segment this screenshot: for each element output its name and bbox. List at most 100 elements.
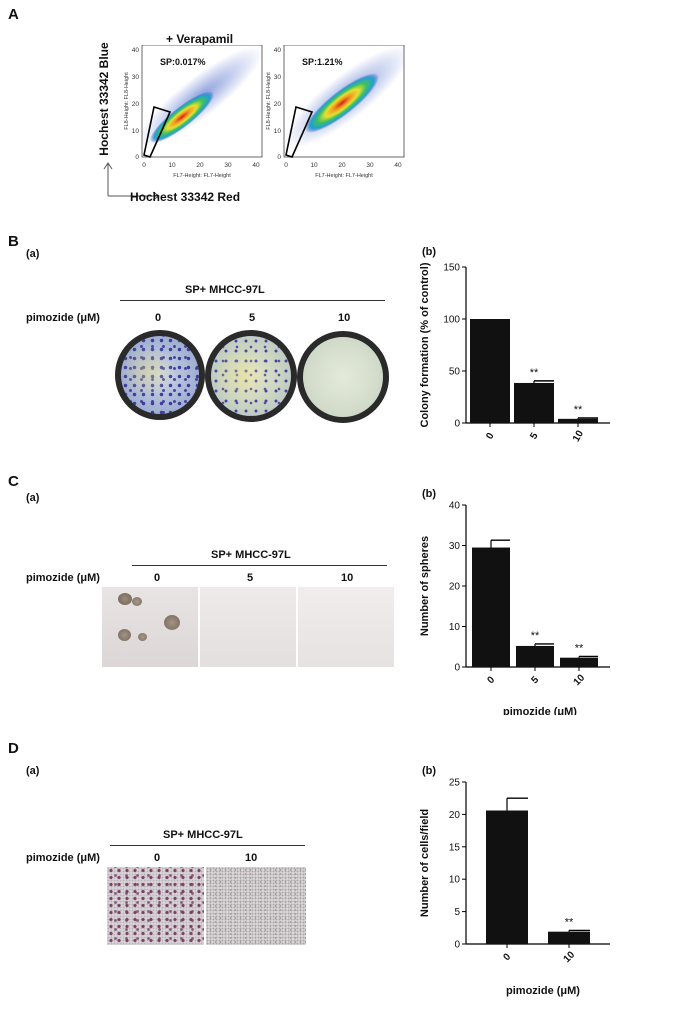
x-tick-label: 0 xyxy=(484,431,497,442)
axis-arrows xyxy=(103,162,160,201)
sp-percentage: SP:1.21% xyxy=(302,57,343,67)
x-tick: 40 xyxy=(394,162,402,169)
x-tick: 30 xyxy=(366,162,374,169)
migration-image-0uM xyxy=(107,867,204,945)
x-tick: 30 xyxy=(224,162,232,169)
colony-dish-5uM xyxy=(205,330,297,422)
panel-d-dose-0: 0 xyxy=(154,852,161,864)
panel-d-drug-label: pimozide (μM) xyxy=(26,852,100,864)
panel-b-sub-a: (a) xyxy=(26,248,40,260)
y-tick-label: 25 xyxy=(449,778,461,789)
y-tick-label: 5 xyxy=(454,907,460,918)
bar xyxy=(560,657,598,667)
significance-mark: ** xyxy=(575,642,584,654)
bar xyxy=(558,418,598,423)
panel-b-letter: B xyxy=(8,233,19,250)
y-tick-label: 100 xyxy=(443,315,460,326)
y-tick-label: 20 xyxy=(449,810,461,821)
y-tick-label: 30 xyxy=(449,541,461,552)
migration-image-10uM xyxy=(206,867,306,945)
x-tick-label: 10 xyxy=(571,428,586,444)
x-tick-label: 5 xyxy=(529,674,541,686)
y-tick: 40 xyxy=(132,47,140,54)
x-tick-label: 0 xyxy=(501,951,513,963)
y-tick-label: 10 xyxy=(449,875,461,886)
sphere-image-5uM xyxy=(200,587,296,667)
hoechst-blue-axis-label: Hochest 33342 Blue xyxy=(97,42,111,156)
y-axis-label: FL8-Height: FL8-Height xyxy=(266,72,272,130)
verapamil-label: + Verapamil xyxy=(166,32,234,46)
y-axis-label: Number of spheres xyxy=(419,536,431,636)
panel-c-sub-b: (b) xyxy=(422,488,437,500)
y-tick-label: 15 xyxy=(449,842,461,853)
x-axis-label: pimozide (μM) xyxy=(506,985,580,997)
x-tick-label: 5 xyxy=(528,431,541,442)
y-axis-label: Colony formation (% of control) xyxy=(419,262,431,427)
y-tick-label: 0 xyxy=(454,419,460,430)
y-tick: 30 xyxy=(274,74,282,81)
panel-b-dose-0: 0 xyxy=(155,312,162,324)
x-tick: 20 xyxy=(196,162,204,169)
panel-c-underline xyxy=(132,565,387,566)
y-tick: 0 xyxy=(135,154,139,161)
y-tick-label: 0 xyxy=(454,663,460,674)
chart-number-of-spheres: 0 10 20 30 40 0 ** 5 ** 10 pimozide (μM) Number of … xyxy=(419,501,610,715)
x-tick: 20 xyxy=(338,162,346,169)
x-axis-label: pimozide (μM) xyxy=(503,706,577,715)
significance-mark: ** xyxy=(531,630,540,642)
x-tick: 10 xyxy=(168,162,176,169)
hoechst-red-axis-label: Hochest 33342 Red xyxy=(130,190,241,204)
panel-b-dose-10: 10 xyxy=(338,312,351,324)
colony-dish-10uM xyxy=(297,331,389,423)
significance-mark: ** xyxy=(565,916,574,928)
bar xyxy=(472,547,510,667)
x-tick-label: 0 xyxy=(485,674,497,686)
panel-d-letter: D xyxy=(8,740,19,757)
flow-cytometry-plot-verapamil: 0 10 20 30 40 0 10 20 30 40 FL7-Height: … xyxy=(124,45,263,179)
x-tick-label: 10 xyxy=(562,949,578,965)
x-axis-label: FL7-Height: FL7-Height xyxy=(315,173,373,179)
panel-d-underline xyxy=(110,845,305,846)
panel-a-letter: A xyxy=(8,6,19,23)
panel-b-drug-label: pimozide (μM) xyxy=(26,312,100,324)
panel-c-dose-0: 0 xyxy=(154,572,161,584)
y-tick: 20 xyxy=(132,101,140,108)
panel-c-drug-label: pimozide (μM) xyxy=(26,572,100,584)
y-tick-label: 40 xyxy=(449,501,461,512)
y-tick: 40 xyxy=(274,47,282,54)
y-tick-label: 0 xyxy=(454,940,460,951)
panel-c-title: SP+ MHCC-97L xyxy=(211,549,291,561)
x-tick-label: 10 xyxy=(572,672,588,688)
y-tick-label: 150 xyxy=(443,263,460,274)
y-axis-label: FL8-Height: FL8-Height xyxy=(124,72,130,130)
x-tick: 0 xyxy=(284,162,288,169)
panel-c-dose-5: 5 xyxy=(247,572,254,584)
x-tick: 40 xyxy=(252,162,260,169)
x-tick: 0 xyxy=(142,162,146,169)
significance-mark: ** xyxy=(530,367,539,379)
chart-number-of-cells: 0 5 10 15 20 25 0 ** 10 pimozide (μM) Number of ce… xyxy=(419,778,610,997)
y-tick-label: 10 xyxy=(449,622,461,633)
panel-d-sub-b: (b) xyxy=(422,765,437,777)
panel-b-sub-b: (b) xyxy=(422,246,437,258)
panel-d-dose-10: 10 xyxy=(245,852,258,864)
y-tick-label: 50 xyxy=(449,367,461,378)
y-tick-label: 20 xyxy=(449,582,461,593)
y-axis-label: Number of cells/field xyxy=(419,809,431,917)
x-tick: 10 xyxy=(310,162,318,169)
bar xyxy=(486,810,528,944)
y-tick: 20 xyxy=(274,101,282,108)
panel-b-underline xyxy=(120,300,385,301)
panel-c-letter: C xyxy=(8,473,19,490)
y-tick: 0 xyxy=(277,154,281,161)
y-tick: 10 xyxy=(132,128,140,135)
sphere-image-10uM xyxy=(298,587,394,667)
y-tick: 10 xyxy=(274,128,282,135)
sp-percentage: SP:0.017% xyxy=(160,57,206,67)
bar xyxy=(514,382,554,423)
bar xyxy=(516,645,554,667)
bar xyxy=(470,319,510,423)
significance-mark: ** xyxy=(574,404,583,416)
sphere-image-0uM xyxy=(102,587,198,667)
